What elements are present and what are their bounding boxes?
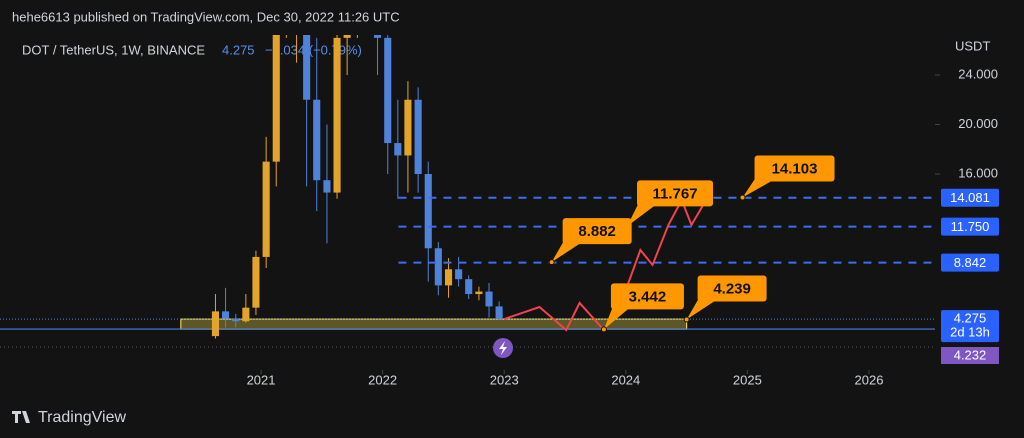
level-tag-label: 8.842 [954,255,987,270]
level-tag [941,217,999,236]
candle-body [404,99,412,156]
indicator-tag-label: 4.232 [954,347,987,362]
level-tag-label: 11.750 [951,219,990,234]
footer-brand: TradingView [38,409,126,426]
brand-logo [12,411,30,423]
candle-body [232,318,240,322]
candle-body [343,35,351,38]
candle-body [252,256,260,308]
level-tag-label: 14.081 [950,190,990,205]
candle-body [313,99,321,181]
callout-box [610,283,684,310]
callout-box [562,218,632,245]
countdown-label: 2d 13h [950,325,990,340]
callout-box [637,180,714,207]
candle-body [434,248,442,286]
y-tick-label: 24.000 [958,66,998,81]
x-tick-label: 2022 [368,372,397,387]
x-tick-label: 2025 [733,372,762,387]
callout-label: 11.767 [652,185,697,202]
callout-label: 8.882 [578,223,616,240]
axis-unit: USDT [955,38,990,53]
candle-body [424,173,432,249]
callout-box [754,155,835,182]
candle-body [272,35,280,162]
x-tick-label: 2023 [490,372,519,387]
candle-body [323,180,331,193]
level-tag [941,188,999,207]
legend-price: 4.275 [222,42,255,57]
callout-label: 4.239 [713,281,751,298]
candle-body [475,291,483,295]
callout-box [697,275,767,302]
callout-anchor [548,259,555,266]
candle-body [485,291,493,307]
x-tick-label: 2021 [247,372,276,387]
plot-area [0,35,935,348]
last-price-tag [941,310,999,343]
header-title: hehe6613 published on TradingView.com, D… [12,9,400,24]
callout-anchor [739,194,746,201]
candle-body [444,269,453,286]
candle-body [394,143,402,156]
y-tick-label: 16.000 [958,165,998,180]
candle-body [211,311,219,337]
candle-body [495,306,503,320]
level-tag [941,253,999,272]
x-tick-label: 2024 [611,372,640,387]
candle-body [384,37,392,144]
event-icon-bolt [499,341,507,355]
candle-body [373,35,382,38]
candle-body [303,35,311,100]
callout-label: 14.103 [772,160,818,177]
legend-symbol: DOT / TetherUS, 1W, BINANCE [22,42,205,57]
candle-body [455,269,463,280]
candle-body [242,307,250,322]
candle-body [465,279,473,295]
candle-body [414,99,422,174]
callout-anchor [600,326,607,333]
candle-body [221,311,230,319]
candle-body [262,161,270,257]
callout-anchor [683,316,690,323]
indicator-tag [941,347,999,364]
candle-body [333,37,341,193]
last-price-label: 4.275 [954,311,987,326]
y-tick-label: 20.000 [958,116,998,131]
callout-label: 3.442 [629,288,667,305]
x-tick-label: 2026 [855,372,884,387]
